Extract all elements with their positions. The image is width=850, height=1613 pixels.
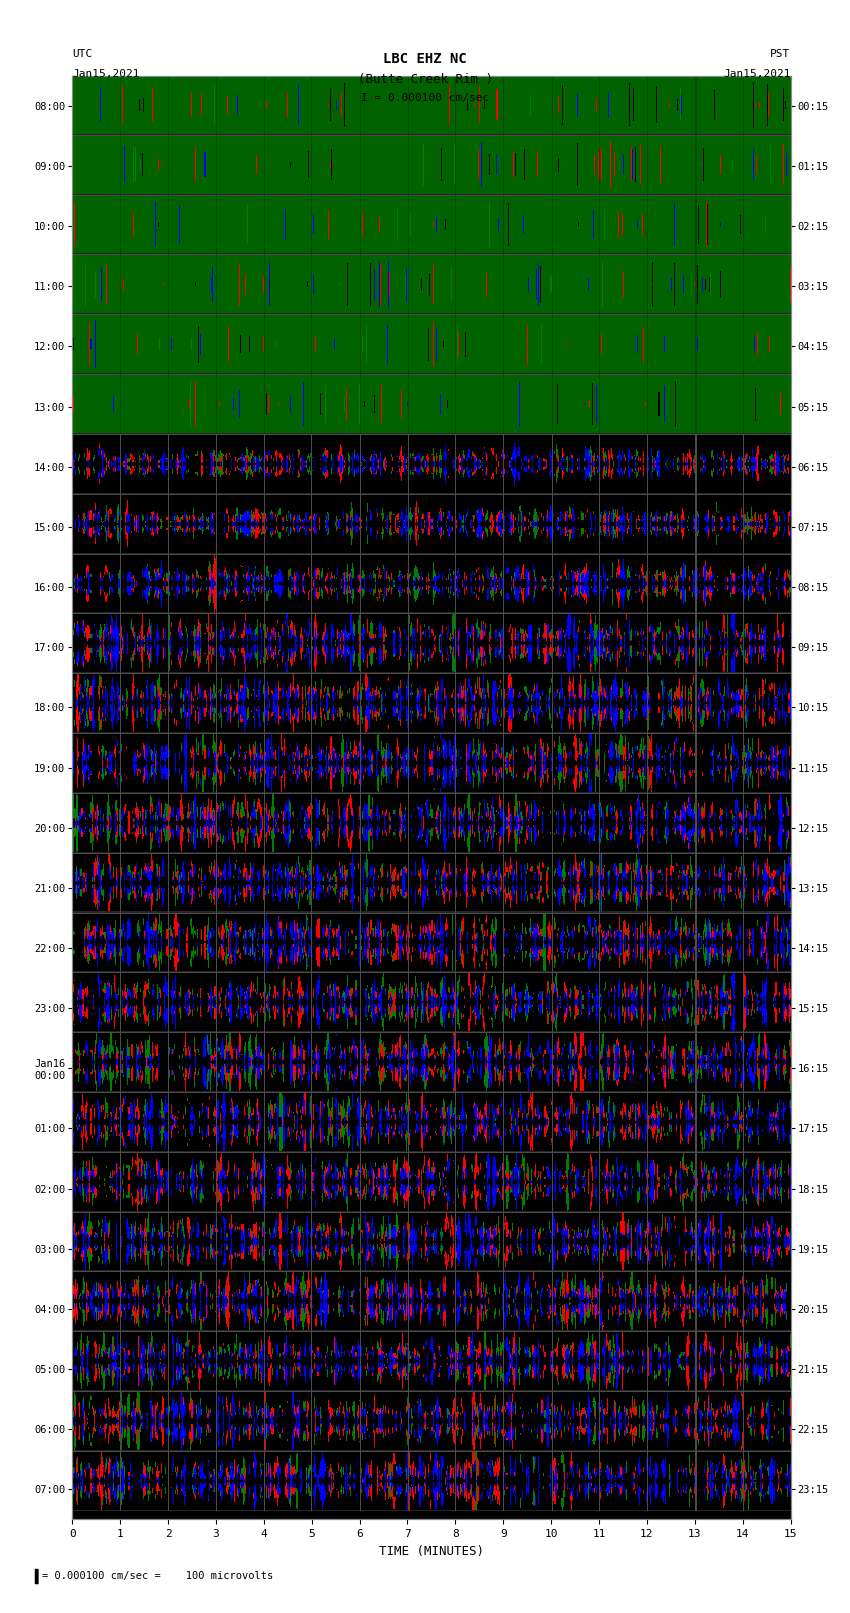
Text: Jan15,2021: Jan15,2021 [723, 69, 791, 79]
Text: Jan15,2021: Jan15,2021 [72, 69, 139, 79]
Text: (Butte Creek Rim ): (Butte Creek Rim ) [358, 73, 492, 85]
Text: = 0.000100 cm/sec =    100 microvolts: = 0.000100 cm/sec = 100 microvolts [42, 1571, 274, 1581]
Text: UTC: UTC [72, 48, 93, 60]
Text: PST: PST [770, 48, 790, 60]
Text: LBC EHZ NC: LBC EHZ NC [383, 52, 467, 66]
X-axis label: TIME (MINUTES): TIME (MINUTES) [379, 1545, 484, 1558]
Text: I = 0.000100 cm/sec: I = 0.000100 cm/sec [361, 94, 489, 103]
Text: ▐: ▐ [30, 1568, 37, 1584]
